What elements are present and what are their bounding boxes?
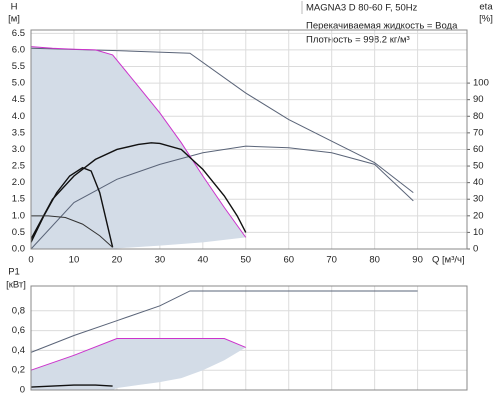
y2-tick-label: 90 [473, 94, 484, 105]
y-tick-label: 0,8 [12, 305, 25, 316]
curve [30, 46, 247, 238]
plot-frame [30, 29, 468, 250]
curve [31, 215, 113, 248]
y2-tick-label: 80 [473, 111, 484, 122]
y2-tick-label: 0 [473, 244, 478, 255]
y-label: H [11, 2, 18, 13]
y-tick-label: 0.0 [12, 244, 25, 255]
annotation: Плотность = 998.2 кг/м³ [306, 35, 410, 46]
y2-tick-label: 40 [473, 177, 484, 188]
curve [30, 337, 246, 371]
y2-unit: [%] [479, 14, 493, 25]
y-label: P1 [8, 267, 20, 278]
y2-tick-label: 50 [473, 161, 484, 172]
annotation: Перекачиваемая жидкость = Вода [306, 21, 458, 32]
x-tick-label: 70 [326, 255, 337, 266]
y-tick-label: 1.5 [12, 194, 25, 205]
curve [30, 384, 113, 388]
y-tick-label: 5.5 [12, 61, 25, 72]
plot-frame [30, 285, 468, 391]
curve [30, 142, 247, 240]
y-unit: [м] [8, 14, 20, 25]
x-tick-label: 60 [283, 255, 294, 266]
x-tick-label: 10 [69, 255, 80, 266]
y-tick-label: 3.5 [12, 127, 25, 138]
y-tick-label: 5.0 [12, 78, 25, 89]
y2-tick-label: 20 [473, 210, 484, 221]
y-tick-label: 6.5 [12, 28, 25, 39]
curve [30, 47, 414, 193]
y2-label: eta [479, 2, 493, 13]
range-area [31, 46, 246, 249]
x-label: Q [м³/ч] [432, 255, 465, 266]
y-tick-label: 0 [20, 385, 25, 396]
y-tick-label: 4.0 [12, 111, 25, 122]
curve [30, 166, 114, 248]
chart-title: MAGNA3 D 80-60 F, 50Hz [306, 3, 418, 14]
x-tick-label: 20 [112, 255, 123, 266]
y-tick-label: 2.5 [12, 161, 25, 172]
curve [30, 145, 414, 250]
y2-tick-label: 10 [473, 227, 484, 238]
y-unit: [кВт] [6, 280, 26, 291]
y-tick-label: 2.0 [12, 177, 25, 188]
x-tick-label: 0 [28, 255, 33, 266]
x-tick-label: 40 [198, 255, 209, 266]
y-tick-label: 1.0 [12, 210, 25, 221]
x-tick-label: 50 [240, 255, 251, 266]
y2-tick-label: 100 [473, 78, 489, 89]
y-tick-label: 0,4 [12, 345, 25, 356]
y2-tick-label: 30 [473, 194, 484, 205]
y-tick-label: 3.0 [12, 144, 25, 155]
y-tick-label: 0,2 [12, 365, 25, 376]
y-tick-label: 0,6 [12, 325, 25, 336]
curve [30, 290, 418, 353]
y-tick-label: 4.5 [12, 94, 25, 105]
x-tick-label: 90 [412, 255, 423, 266]
y2-tick-label: 70 [473, 127, 484, 138]
x-tick-label: 80 [369, 255, 380, 266]
y-tick-label: 6.0 [12, 44, 25, 55]
x-tick-label: 30 [155, 255, 166, 266]
y-tick-label: 0.5 [12, 227, 25, 238]
range-area [31, 338, 246, 390]
y2-tick-label: 60 [473, 144, 484, 155]
